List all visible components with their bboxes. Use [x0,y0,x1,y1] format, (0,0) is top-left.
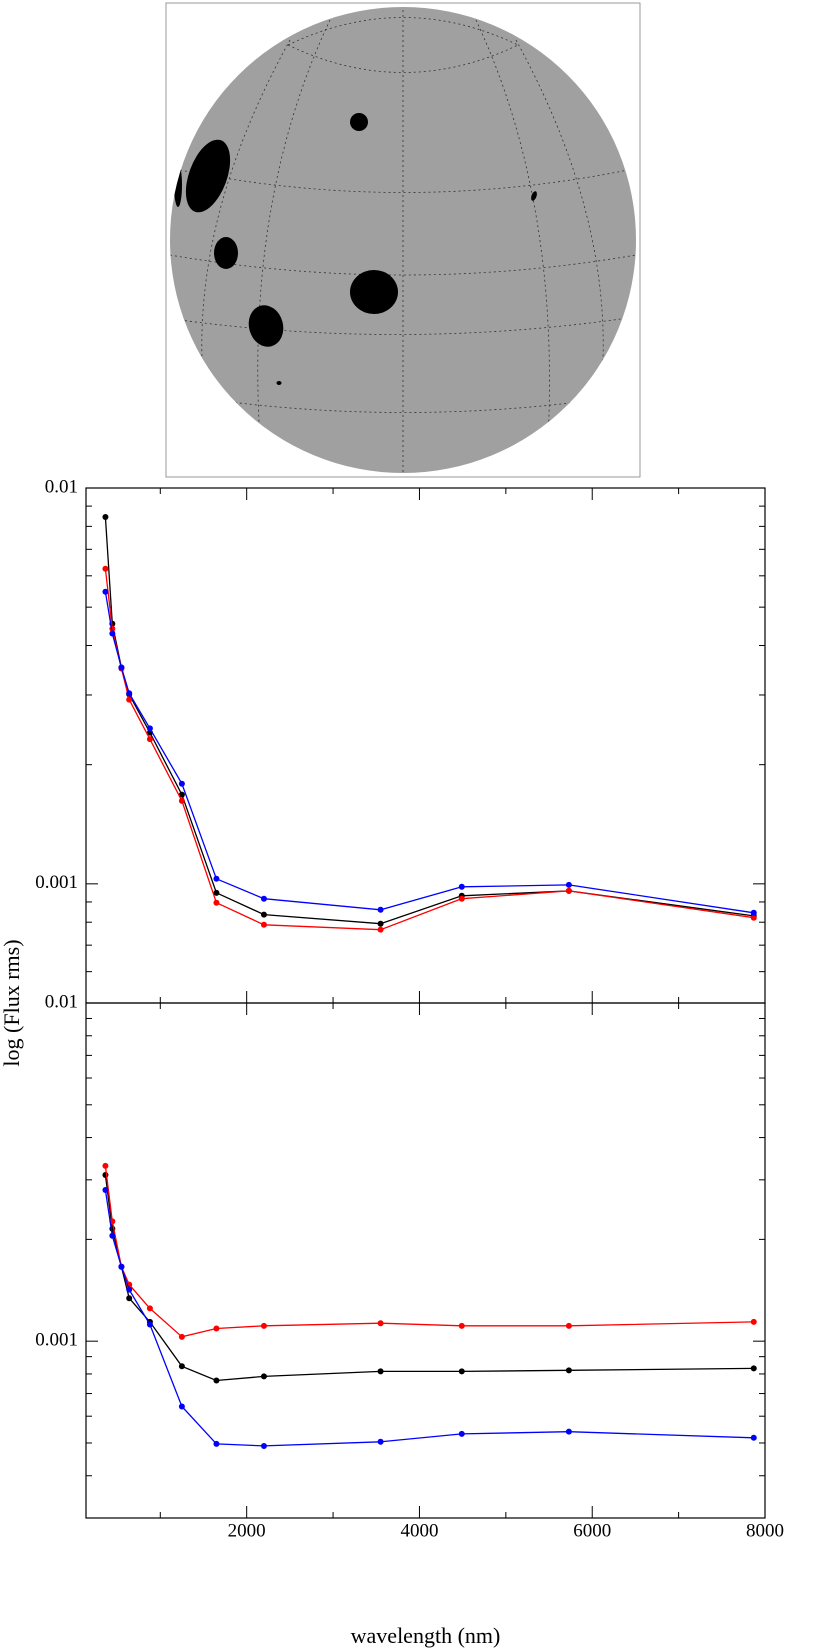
data-point [126,1295,133,1302]
longitude-line [515,39,604,401]
data-point [565,1428,572,1435]
data-point [146,1305,153,1312]
data-point [178,1363,185,1370]
series-line [104,1189,754,1447]
series-line [104,568,754,931]
data-point [118,1263,125,1270]
data-point [146,725,153,732]
data-point [750,914,757,921]
spot [531,191,537,201]
data-point [260,921,267,928]
data-point [178,1403,185,1410]
data-point [260,911,267,918]
series-line [104,591,754,914]
data-point [377,906,384,913]
x-tick-label: 6000 [573,1520,611,1541]
data-point [213,889,220,896]
x-tick-label: 8000 [746,1520,784,1541]
data-point [118,664,125,671]
data-point [377,1438,384,1445]
data-point [126,1286,133,1293]
latitude-line [179,317,629,335]
data-point [102,565,109,572]
latitude-line [214,399,596,413]
plot-frame [85,487,766,1004]
data-point [102,1162,109,1169]
data-point [260,1373,267,1380]
data-point [102,1186,109,1193]
data-point [565,1367,572,1374]
star-spots [174,113,537,385]
spot [350,270,398,314]
x-axis-label: wavelength (nm) [351,1623,501,1648]
data-point [102,1172,109,1179]
data-point [458,1430,465,1437]
data-point [377,1320,384,1327]
data-point [458,1322,465,1329]
y-tick-label: 0.01 [45,991,78,1012]
data-point [458,883,465,890]
data-point [178,1333,185,1340]
x-tick-label: 2000 [228,1520,266,1541]
data-point [377,1368,384,1375]
data-point [377,926,384,933]
data-point [458,1368,465,1375]
data-point [213,899,220,906]
data-point [213,1325,220,1332]
data-point [213,1440,220,1447]
latitude-line [179,169,629,193]
data-point [102,588,109,595]
x-tick-label: 4000 [400,1520,438,1541]
star-map [165,2,641,478]
data-point [260,1322,267,1329]
data-point [102,513,109,520]
series-line [104,1165,754,1338]
data-point [146,1321,153,1328]
data-point [565,1322,572,1329]
spot [248,305,284,347]
plot-frame [85,1002,766,1519]
data-point [213,875,220,882]
data-point [178,780,185,787]
data-point [109,1232,116,1239]
data-point [750,909,757,916]
series-line [104,1174,754,1382]
latitude-line [287,17,519,73]
spot [276,381,282,385]
y-tick-label: 0.001 [35,872,78,893]
spot [350,113,368,131]
y-tick-label: 0.01 [45,476,78,497]
data-point [126,696,133,703]
data-point [213,1377,220,1384]
longitude-line [201,39,291,401]
longitude-line [257,19,331,441]
y-tick-label: 0.001 [35,1330,78,1351]
data-point [750,1318,757,1325]
data-point [260,895,267,902]
data-point [458,895,465,902]
data-point [126,690,133,697]
data-point [750,1434,757,1441]
data-point [750,1365,757,1372]
spot [185,139,231,213]
spot [214,237,238,269]
longitude-line [475,19,550,441]
data-point [178,791,185,798]
data-point [260,1442,267,1449]
plots: 0.001 0.01 log (Flux rms) 2000 4000 6000 8000 0… [0,476,784,1648]
star-grid [170,7,636,473]
data-point [178,797,185,804]
y-axis-label: log (Flux rms) [0,939,24,1066]
data-point [146,736,153,743]
data-point [109,630,116,637]
data-point [377,920,384,927]
data-point [565,881,572,888]
data-point [565,887,572,894]
